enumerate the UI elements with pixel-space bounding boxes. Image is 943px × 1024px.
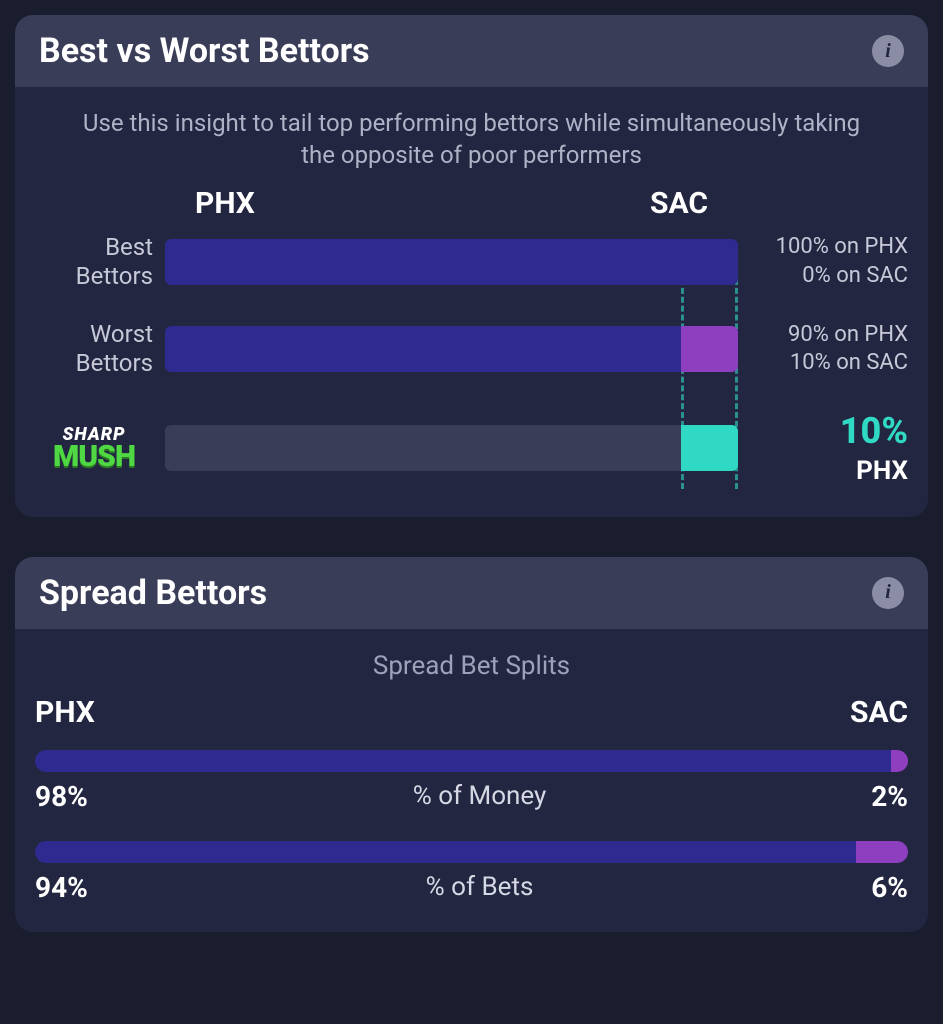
- bar-segment-a: [165, 326, 681, 372]
- pct-b: 6%: [871, 871, 908, 904]
- row-values: 90% on PHX 10% on SAC: [738, 321, 908, 378]
- team-a-label: PHX: [35, 695, 95, 730]
- result-team: PHX: [750, 455, 908, 489]
- metric-label: % of Bets: [426, 872, 534, 902]
- pct-a: 98%: [35, 780, 88, 813]
- bvw-rows: BestBettors 100% on PHX 0% on SAC WorstB…: [35, 233, 908, 489]
- sharpmush-row: SHARP MUSH 10% PHX: [35, 408, 908, 489]
- team-header-row: PHX SAC: [35, 186, 908, 221]
- card-body: Spread Bet Splits PHX SAC 98% % of Money…: [15, 629, 928, 932]
- pct-a: 94%: [35, 871, 88, 904]
- logo-text-bottom: MUSH: [35, 443, 153, 470]
- bar-segment-b: [856, 841, 908, 863]
- value-line: 0% on SAC: [750, 262, 908, 291]
- card-subtitle: Use this insight to tail top performing …: [75, 107, 868, 172]
- spread-bettors-card: Spread Bettors i Spread Bet Splits PHX S…: [15, 557, 928, 932]
- card-header: Best vs Worst Bettors i: [15, 15, 928, 87]
- spread-subtitle: Spread Bet Splits: [35, 651, 908, 681]
- bar-segment-b: [681, 326, 738, 372]
- card-title: Best vs Worst Bettors: [39, 31, 370, 71]
- row-label: WorstBettors: [35, 320, 165, 378]
- bar-segment-b: [891, 750, 908, 772]
- bar-segment-a: [165, 239, 738, 285]
- sharpmush-fill: [681, 425, 738, 471]
- sharpmush-track: [165, 425, 738, 471]
- info-icon[interactable]: i: [872, 577, 904, 609]
- money-pct-row: 98% % of Money 2%: [35, 780, 908, 813]
- bar-track: [165, 326, 738, 372]
- value-line: 90% on PHX: [750, 321, 908, 350]
- metric-label: % of Money: [413, 781, 547, 811]
- bets-bar: [35, 841, 908, 863]
- best-bettors-row: BestBettors 100% on PHX 0% on SAC: [35, 233, 908, 291]
- bar-segment-a: [35, 750, 891, 772]
- value-line: 100% on PHX: [750, 233, 908, 262]
- card-header: Spread Bettors i: [15, 557, 928, 629]
- spread-teams-row: PHX SAC: [35, 695, 908, 730]
- bar-segment-a: [35, 841, 856, 863]
- info-icon[interactable]: i: [872, 35, 904, 67]
- bets-pct-row: 94% % of Bets 6%: [35, 871, 908, 904]
- money-bar: [35, 750, 908, 772]
- worst-bettors-row: WorstBettors 90% on PHX 10% on SAC: [35, 320, 908, 378]
- row-values: 100% on PHX 0% on SAC: [738, 233, 908, 290]
- sharpmush-result: 10% PHX: [738, 408, 908, 489]
- bar-track: [165, 239, 738, 285]
- best-worst-bettors-card: Best vs Worst Bettors i Use this insight…: [15, 15, 928, 517]
- result-pct: 10%: [750, 408, 908, 455]
- sharpmush-logo: SHARP MUSH: [35, 427, 165, 470]
- card-title: Spread Bettors: [39, 573, 267, 613]
- team-b-label: SAC: [850, 695, 908, 730]
- team-a-label: PHX: [195, 186, 255, 221]
- team-b-label: SAC: [650, 186, 708, 221]
- row-label: BestBettors: [35, 233, 165, 291]
- pct-b: 2%: [871, 780, 908, 813]
- value-line: 10% on SAC: [750, 349, 908, 378]
- card-body: Use this insight to tail top performing …: [15, 87, 928, 517]
